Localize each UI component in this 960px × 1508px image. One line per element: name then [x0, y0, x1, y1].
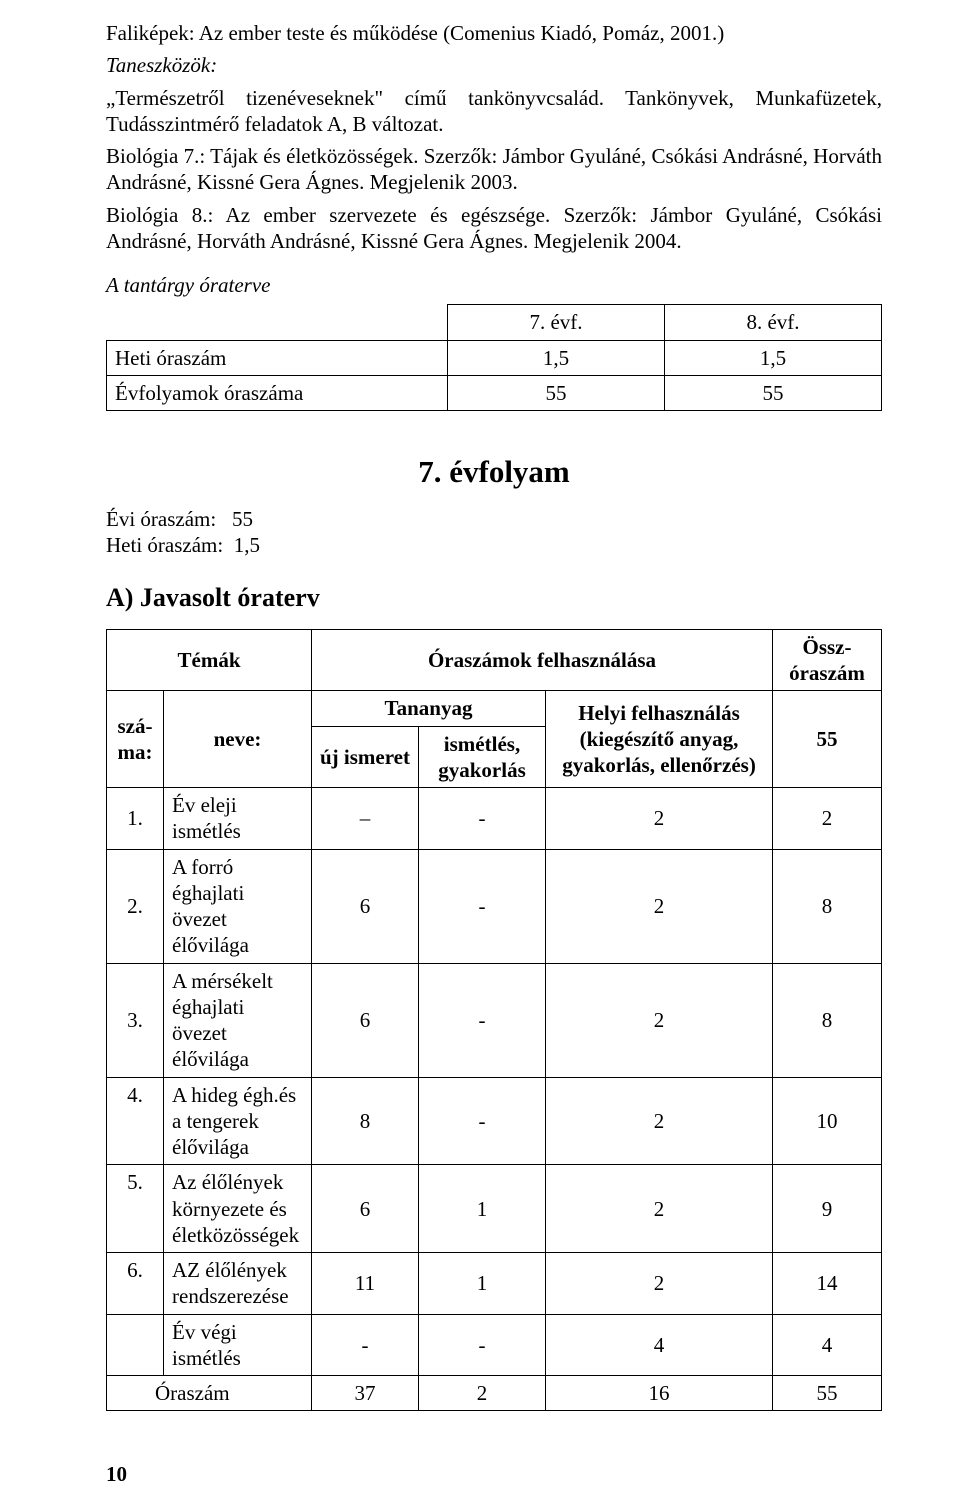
header-oraszamok: Óraszámok felhasználása — [312, 629, 773, 691]
row-name: A forró éghajlati övezet élővilága — [164, 849, 312, 963]
evi-oraszam: Évi óraszám: 55 — [106, 506, 882, 532]
cell-uj: 8 — [312, 1077, 419, 1165]
intro-p3: Biológia 7.: Tájak és életközösségek. Sz… — [106, 143, 882, 196]
table-row: 7. évf. 8. évf. — [107, 305, 882, 340]
table-row: 1. Év eleji ismétlés – - 2 2 — [107, 788, 882, 850]
header-ismetles: ismétlés, gyakorlás — [419, 726, 546, 788]
table-cell — [107, 305, 448, 340]
header-szama: szá-ma: — [107, 691, 164, 788]
cell-ossz: 9 — [773, 1165, 882, 1253]
intro-p4: Biológia 8.: Az ember szervezete és egés… — [106, 202, 882, 255]
table-cell: 1,5 — [665, 340, 882, 375]
cell-ossz: 10 — [773, 1077, 882, 1165]
intro-p2: „Természetről tizenéveseknek" című tankö… — [106, 85, 882, 138]
table-row-totals: Óraszám 37 2 16 55 — [107, 1376, 882, 1411]
cell-ossz: 4 — [773, 1314, 882, 1376]
row-name: AZ élőlények rendszerezése — [164, 1253, 312, 1315]
cell-uj: 37 — [312, 1376, 419, 1411]
row-num: 6. — [107, 1253, 164, 1315]
totals-label: Óraszám — [107, 1376, 312, 1411]
cell-ism: 2 — [419, 1376, 546, 1411]
table-cell: 1,5 — [448, 340, 665, 375]
cell-helyi: 4 — [546, 1314, 773, 1376]
evfolyam-title: 7. évfolyam — [106, 453, 882, 492]
table-row: 3. A mérsékelt éghajlati övezet élővilág… — [107, 963, 882, 1077]
table-row: 4. A hideg égh.és a tengerek élővilága 8… — [107, 1077, 882, 1165]
header-tananyag: Tananyag — [312, 691, 546, 726]
cell-helyi: 2 — [546, 849, 773, 963]
table-cell: 55 — [448, 375, 665, 410]
row-num — [107, 1314, 164, 1376]
cell-helyi: 2 — [546, 1253, 773, 1315]
header-temak: Témák — [107, 629, 312, 691]
cell-ism: - — [419, 788, 546, 850]
cell-helyi: 2 — [546, 1077, 773, 1165]
header-neve: neve: — [164, 691, 312, 788]
table-row: 6. AZ élőlények rendszerezése 11 1 2 14 — [107, 1253, 882, 1315]
cell-ism: - — [419, 1314, 546, 1376]
row-name: Év eleji ismétlés — [164, 788, 312, 850]
cell-ism: 1 — [419, 1253, 546, 1315]
table-row: 2. A forró éghajlati övezet élővilága 6 … — [107, 849, 882, 963]
cell-ism: - — [419, 1077, 546, 1165]
table-header-row: Témák Óraszámok felhasználása Össz-órasz… — [107, 629, 882, 691]
row-name: A hideg égh.és a tengerek élővilága — [164, 1077, 312, 1165]
cell-uj: 6 — [312, 1165, 419, 1253]
header-helyi: Helyi felhasználás (kiegészítő anyag, gy… — [546, 691, 773, 788]
row-num: 1. — [107, 788, 164, 850]
javasolt-oraterv-heading: A) Javasolt óraterv — [106, 582, 882, 615]
cell-uj: 6 — [312, 963, 419, 1077]
cell-uj: 6 — [312, 849, 419, 963]
cell-uj: – — [312, 788, 419, 850]
table-header-row: szá-ma: neve: Tananyag Helyi felhasználá… — [107, 691, 882, 726]
heti-oraszam: Heti óraszám: 1,5 — [106, 532, 882, 558]
cell-ossz: 8 — [773, 849, 882, 963]
row-num: 5. — [107, 1165, 164, 1253]
row-num: 4. — [107, 1077, 164, 1165]
javasolt-oraterv-table: Témák Óraszámok felhasználása Össz-órasz… — [106, 629, 882, 1412]
row-num: 2. — [107, 849, 164, 963]
cell-ossz: 55 — [773, 1376, 882, 1411]
cell-ossz: 2 — [773, 788, 882, 850]
header-ossz-val: 55 — [773, 691, 882, 788]
row-name: A mérsékelt éghajlati övezet élővilága — [164, 963, 312, 1077]
oraszam-table: 7. évf. 8. évf. Heti óraszám 1,5 1,5 Évf… — [106, 304, 882, 411]
row-name: Év végi ismétlés — [164, 1314, 312, 1376]
table-row: 5. Az élőlények környezete és életközöss… — [107, 1165, 882, 1253]
oraterve-label: A tantárgy óraterve — [106, 272, 882, 298]
table-row-evvegi: Év végi ismétlés - - 4 4 — [107, 1314, 882, 1376]
cell-uj: 11 — [312, 1253, 419, 1315]
table-row: Évfolyamok óraszáma 55 55 — [107, 375, 882, 410]
cell-helyi: 2 — [546, 788, 773, 850]
table-row: Heti óraszám 1,5 1,5 — [107, 340, 882, 375]
cell-helyi: 2 — [546, 963, 773, 1077]
cell-ism: - — [419, 963, 546, 1077]
cell-ism: 1 — [419, 1165, 546, 1253]
cell-helyi: 2 — [546, 1165, 773, 1253]
col-header-7evf: 7. évf. — [448, 305, 665, 340]
row-label: Évfolyamok óraszáma — [107, 375, 448, 410]
taneszkozok-label: Taneszközök: — [106, 52, 882, 78]
header-ossz: Össz-óraszám — [773, 629, 882, 691]
row-name: Az élőlények környezete és életközössége… — [164, 1165, 312, 1253]
cell-ossz: 8 — [773, 963, 882, 1077]
intro-p1: Faliképek: Az ember teste és működése (C… — [106, 20, 882, 46]
cell-ossz: 14 — [773, 1253, 882, 1315]
cell-helyi: 16 — [546, 1376, 773, 1411]
col-header-8evf: 8. évf. — [665, 305, 882, 340]
row-num: 3. — [107, 963, 164, 1077]
table-cell: 55 — [665, 375, 882, 410]
page-number: 10 — [106, 1461, 882, 1487]
row-label: Heti óraszám — [107, 340, 448, 375]
cell-ism: - — [419, 849, 546, 963]
header-uj-ismeret: új ismeret — [312, 726, 419, 788]
cell-uj: - — [312, 1314, 419, 1376]
